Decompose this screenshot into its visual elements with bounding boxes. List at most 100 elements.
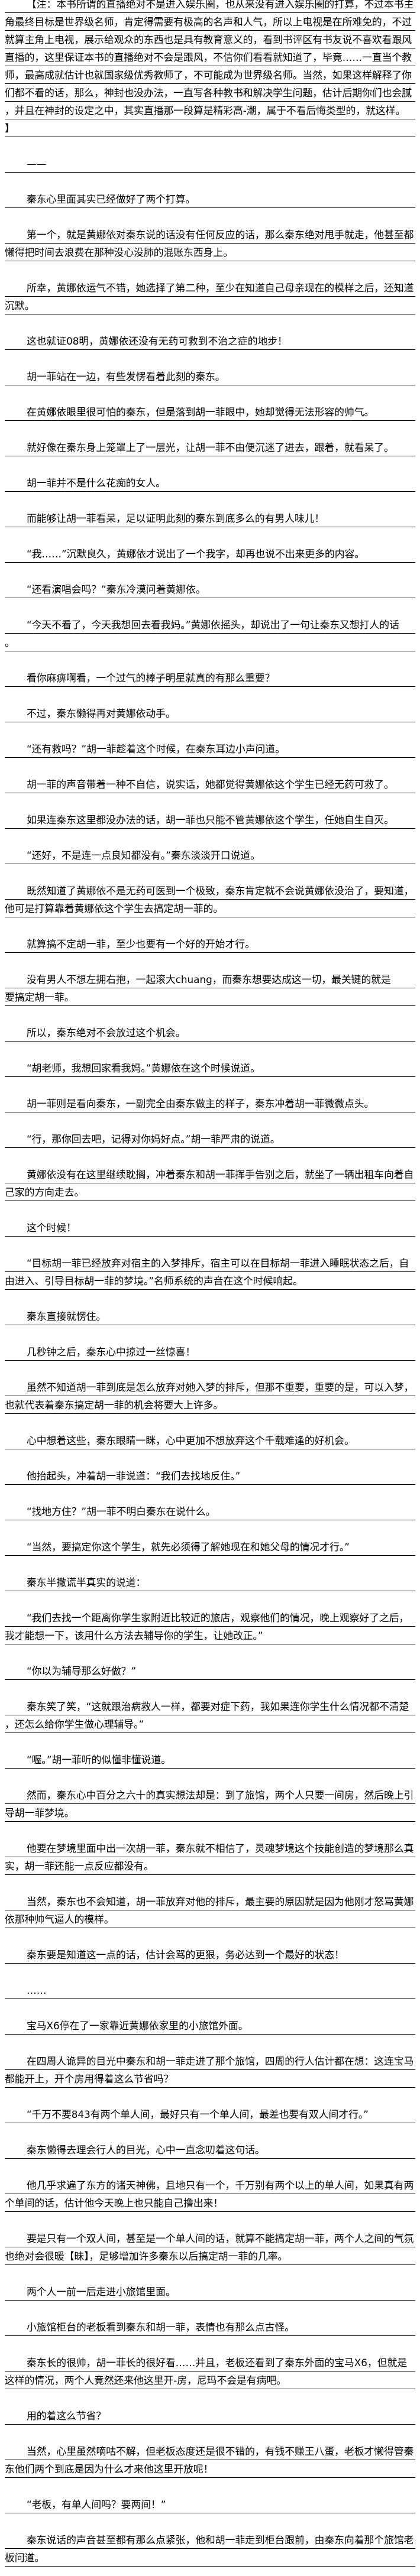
note-line: 师，最高成就估计也就国家级优秀教师了，不可能成为世界级名师。当然，如果这样解释了… [5,66,415,84]
paragraph: 几秒钟之后，秦东心中掠过一丝惊喜！ [5,1343,415,1361]
paragraph: 用的着这么节省？ [5,2407,415,2425]
paragraph-line: 秦东心里面其实已经做好了两个打算。 [5,190,415,208]
paragraph-line: 当然，心里虽然嘀咕不解，但老板态度还是很不错的，有钱不赚王八蛋，老板才懒得管秦 [5,2442,415,2460]
paragraph-line: 秦东长的很帅，胡一菲长的很好看……并且，老板还看到了秦东外面的宝马X6，但就是 [5,2354,415,2371]
paragraph-line: 小旅馆柜台的老板看到秦东和胡一菲，表情也有那么点古怪。 [5,2318,415,2336]
paragraph-line: 第一个，就是黄娜依对秦东说的话没有任何反应的话，那么秦东绝对甩手就走，他甚至都 [5,226,415,244]
paragraph: “行，那你回去吧，记得对你妈好点。”胡一菲严肃的说道。 [5,1130,415,1148]
paragraph-line: 然而，秦东心中百分之六十的真实想法却是：到了旅馆，两个人只要一间房，然后晚上引 [5,1786,415,1804]
paragraph: 秦东直接就愣住。 [5,1308,415,1325]
paragraph-line: 懒得把时间去浪费在那种没心没肺的混账东西身上。 [5,244,415,261]
paragraph: “还有救吗？”胡一菲趁着这个时候，在秦东耳边小声问道。 [5,740,415,758]
paragraph: “当然，要搞定你这个学生，就先必须得了解她现在和她父母的情况才行。” [5,1538,415,1556]
paragraph-line: 他抬起头，冲着胡一菲说道：“我们去找地反住。” [5,1467,415,1485]
paragraph-line: 这样的情况，两个人竟然还来他这里开-房，尼玛不会是有病吧。 [5,2371,415,2389]
author-note: 【注：本书所谓的直播绝对不是进入娱乐圈，也从来没有进入娱乐圈的打算，不过本书主角… [5,0,415,137]
paragraph: 他几乎求遍了东方的诸天神佛，且地只有一个，千万别有两个以上的单人间，如果真有两个… [5,2176,415,2212]
paragraph-line: 他几乎求遍了东方的诸天神佛，且地只有一个，千万别有两个以上的单人间，如果真有两 [5,2176,415,2194]
note-line: 【注：本书所谓的直播绝对不是进入娱乐圈，也从来没有进入娱乐圈的打算，不过本书主 [5,0,415,13]
paragraph-line: 胡一菲站在一边，有些发愣看着此刻的秦东。 [5,368,415,385]
paragraph-line: “还有救吗？”胡一菲趁着这个时候，在秦东耳边小声问道。 [5,740,415,758]
paragraph: “我……”沉默良久，黄娜依才说出了一个我字，却再也说不出来更多的内容。 [5,545,415,563]
paragraph-line: 看你麻痹啊看，一个过气的棒子明星就真的有那么重要？ [5,669,415,687]
paragraph-line: 沉默。 [5,297,415,314]
paragraph: 这个时候！ [5,1219,415,1237]
paragraph-line: 胡一菲的声音带着一种不自信，说实话，她都觉得黄娜依这个学生已经无药可救了。 [5,776,415,793]
paragraph: 秦东长的很帅，胡一菲长的很好看……并且，老板还看到了秦东外面的宝马X6，但就是这… [5,2354,415,2389]
paragraph: 既然知道了黄娜依不是无药可医到一个极致，秦东肯定就不会说黄娜依没治了，要知道，他… [5,882,415,917]
paragraph-line: “还看演唱会吗？”秦东冷漠问着黄娜依。 [5,580,415,598]
paragraph-line: 就算搞不定胡一菲，至少也要有一个好的开始才行。 [5,935,415,953]
paragraph: 胡一菲并不是什么花痴的女人。 [5,474,415,492]
paragraph-line: 这个时候！ [5,1219,415,1237]
paragraph-line: 要是只有一个双人间，甚至是一个单人间的话，就算不能搞定胡一菲，两个人之间的气氛 [5,2230,415,2247]
paragraph: 没有男人不想左拥右抱，一起滚大chuang，而秦东想要达成这一切，最关键的就是要… [5,971,415,1006]
paragraph: 胡一菲的声音带着一种不自信，说实话，她都觉得黄娜依这个学生已经无药可救了。 [5,776,415,793]
paragraph: 秦东懒得去理会行人的目光，心中一直念叨着这句话。 [5,2141,415,2159]
paragraph: “还看演唱会吗？”秦东冷漠问着黄娜依。 [5,580,415,598]
paragraph: 如果连秦东这里都没办法的话，胡一菲也只能不管黄娜依这个学生，任她自生自灭。 [5,811,415,829]
paragraph-line: “还好，不是连一点良知都没有。”秦东淡淡开口说道。 [5,846,415,864]
note-line: 们都不看的话，那么，神封也没办法，一直写各种教书和解决学生问题，估计后期你们也会… [5,84,415,102]
paragraph-line: 都能开上，开个房用得着这么节省吗？ [5,2070,415,2088]
paragraph: 秦东半撒谎半真实的说道： [5,1573,415,1591]
paragraph: “还好，不是连一点良知都没有。”秦东淡淡开口说道。 [5,846,415,864]
paragraph: 胡一菲则是看向秦东，一副完全由秦东做主的样子，秦东冲着胡一菲微微点头。 [5,1095,415,1112]
paragraph-line: 东他们两个到底是因为什么才来他这里开放呢！ [5,2460,415,2478]
paragraph-line: “今天不看了，今天我想回去看我妈。”黄娜依摇头，却说出了一句让秦东又想打人的话 [5,616,415,634]
paragraph-line: 他可是打算靠着黄娜依这个学生去搞定胡一菲的。 [5,900,415,917]
paragraph-line: 我才能想一下，该用什么方法去辅导你的学生，让她改正。” [5,1627,415,1644]
paragraph-line: 个单间的话，估计他今天晚上也只能自己撸出来！ [5,2194,415,2212]
paragraph-line: “找地方住？”胡一菲不明白秦东在说什么。 [5,1503,415,1520]
paragraph: “目标胡一菲已经放弃对宿主的入梦排斥，宿主可以在目标胡一菲进入睡眠状态之后，自由… [5,1254,415,1290]
paragraph-line: 没有男人不想左拥右抱，一起滚大chuang，而秦东想要达成这一切，最关键的就是 [5,971,415,988]
note-line: ，并且在神封的设定之中，其实直播那一段算是精彩高-潮，属于不看后悔类型的，就这样… [5,102,415,119]
paragraph: 黄娜依没有在这里继续耽搁，冲着秦东和胡一菲挥手告别之后，就坐了一辆出租车向着自己… [5,1166,415,1201]
paragraph: 不过，秦东懒得再对黄娜依动手。 [5,705,415,722]
paragraph: 他抬起头，冲着胡一菲说道：“我们去找地反住。” [5,1467,415,1485]
paragraph-line: 也绝对会很暖【昧】，足够增加许多秦东以后搞定胡一菲的几率。 [5,2247,415,2265]
paragraph-line: 己家的方向走去。 [5,1183,415,1201]
paragraph: “找地方住？”胡一菲不明白秦东在说什么。 [5,1503,415,1520]
paragraph-line: 秦东懒得去理会行人的目光，心中一直念叨着这句话。 [5,2141,415,2159]
note-line: 就算主角上电视，展示给观众的东西也是具有教育意义的，看到书评区有书友说不喜欢看跟… [5,31,415,48]
paragraph: 宝马X6停在了一家靠近黄娜依家里的小旅馆外面。 [5,2017,415,2035]
paragraph-line: 秦东要是知道这一点的话，估计会骂的更狠，务必达到一个最好的状态！ [5,1946,415,1964]
paragraph-line: 胡一菲则是看向秦东，一副完全由秦东做主的样子，秦东冲着胡一菲微微点头。 [5,1095,415,1112]
note-line: 角最终目标是世界级名师，肯定得需要有极高的名声和人气，所以上电视是在所难免的，不… [5,13,415,31]
paragraph: “我们去找一个距离你学生家附近比较近的旅店，观察他们的情况，晚上观察好了之后，我… [5,1609,415,1644]
paragraph: 就算搞不定胡一菲，至少也要有一个好的开始才行。 [5,935,415,953]
paragraph: …… [5,1981,415,1999]
paragraph-line: “目标胡一菲已经放弃对宿主的入梦排斥，宿主可以在目标胡一菲进入睡眠状态之后，自 [5,1254,415,1272]
paragraph: 当然，心里虽然嘀咕不解，但老板态度还是很不错的，有钱不赚王八蛋，老板才懒得管秦东… [5,2442,415,2478]
paragraph-line: 几秒钟之后，秦东心中掠过一丝惊喜！ [5,1343,415,1361]
paragraph-line: 心中想着这些，秦东眼睛一眯，心中更加不想放弃这个千载难逢的好机会。 [5,1432,415,1449]
paragraph-line: 胡一菲并不是什么花痴的女人。 [5,474,415,492]
paragraph-line: 所以，秦东绝对不会放过这个机会。 [5,1024,415,1042]
paragraph: “千万不要843有两个单人间，最好只有一个单人间，最差也要有双人间才行。” [5,2105,415,2123]
paragraph-line: 当然，秦东也不会知道，胡一菲放弃对他的排斥，最主要的原因就是因为他刚才怒骂黄娜 [5,1893,415,1910]
note-line: 】 [5,119,415,137]
paragraph: 而能够让胡一菲看呆，足以证明此刻的秦东到底多么的有男人味儿！ [5,510,415,527]
paragraph-line: “喔。”胡一菲听的似懂非懂说道。 [5,1751,415,1769]
paragraph-line: “你以为辅导那么好做？” [5,1662,415,1680]
paragraph: 秦东说话的声音甚至都有那么点紧张，他和胡一菲走到柜台跟前，由秦东向着那个旅馆老板… [5,2531,415,2567]
paragraph: 看你麻痹啊看，一个过气的棒子明星就真的有那么重要？ [5,669,415,687]
paragraph-line: 秦东直接就愣住。 [5,1308,415,1325]
paragraph-line: 而能够让胡一菲看呆，足以证明此刻的秦东到底多么的有男人味儿！ [5,510,415,527]
paragraph-line: 就好像在秦东身上笼罩上了一层光，让胡一菲不由便沉迷了进去，跟着，就看呆了。 [5,439,415,456]
paragraph-line: 导胡一菲梦境。 [5,1804,415,1822]
paragraph-line: 板问道。 [5,2549,415,2567]
paragraph: 所幸，黄娜依运气不错，她选择了第二种，至少在知道自己母亲现在的模样之后，还知道沉… [5,279,415,314]
paragraph-line: …… [5,1981,415,1999]
paragraph-line: “当然，要搞定你这个学生，就先必须得了解她现在和她父母的情况才行。” [5,1538,415,1556]
paragraph-line: 依那种帅气逼人的模样。 [5,1910,415,1928]
paragraph: “今天不看了，今天我想回去看我妈。”黄娜依摇头，却说出了一句让秦东又想打人的话。 [5,616,415,651]
paragraph: 然而，秦东心中百分之六十的真实想法却是：到了旅馆，两个人只要一间房，然后晚上引导… [5,1786,415,1822]
paragraph-line: 所幸，黄娜依运气不错，她选择了第二种，至少在知道自己母亲现在的模样之后，还知道 [5,279,415,297]
paragraph: 小旅馆柜台的老板看到秦东和胡一菲，表情也有那么点古怪。 [5,2318,415,2336]
paragraph: 这也就证08明，黄娜依还没有无药可救到不治之症的地步！ [5,332,415,350]
paragraph-line: “胡老师，我想回家看我妈。”黄娜依在这个时候说道。 [5,1059,415,1077]
paragraph: “胡老师，我想回家看我妈。”黄娜依在这个时候说道。 [5,1059,415,1077]
paragraph-line: “千万不要843有两个单人间，最好只有一个单人间，最差也要有双人间才行。” [5,2105,415,2123]
